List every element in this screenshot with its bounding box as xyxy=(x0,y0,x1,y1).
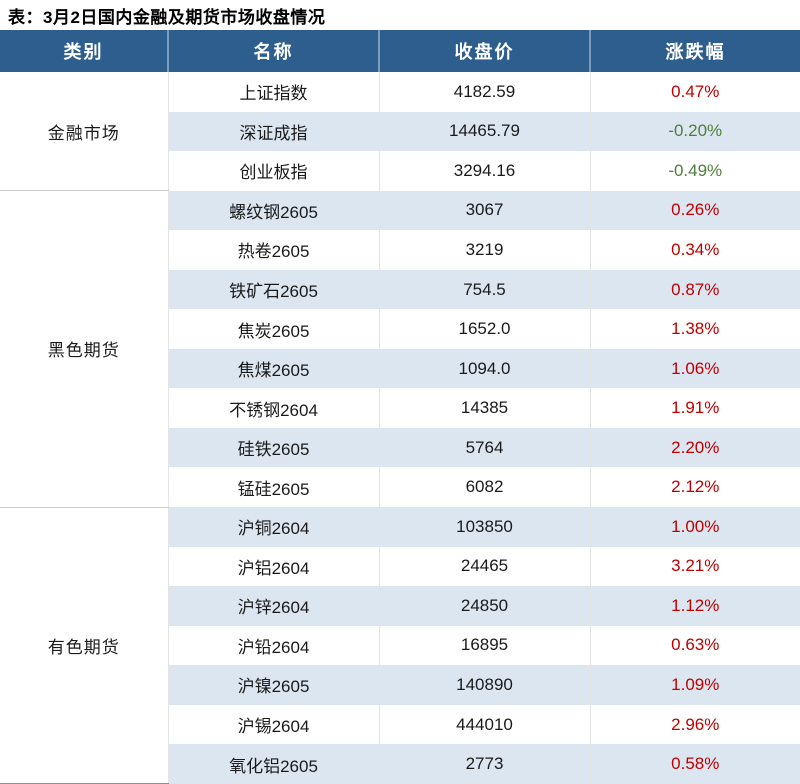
table-row: 热卷2605 3219 0.34% xyxy=(0,230,800,270)
table-row: 黑色期货 螺纹钢2605 3067 0.26% xyxy=(0,190,800,508)
change-cell: 1.12% xyxy=(589,586,800,626)
name-cell: 铁矿石2605 xyxy=(167,269,379,310)
category-cell: 黑色期货 xyxy=(0,190,168,508)
name-cell: 上证指数 xyxy=(167,72,379,112)
name-cell: 沪铜2604 xyxy=(167,507,379,547)
change-cell: 0.58% xyxy=(589,744,800,784)
close-cell: 14385 xyxy=(378,388,590,428)
name-cell: 沪锡2604 xyxy=(167,704,379,745)
header-cell-change: 涨跌幅 xyxy=(589,30,800,72)
table-row: 深证成指 14465.79 -0.20% xyxy=(0,111,800,152)
change-cell: 0.26% xyxy=(589,190,800,231)
table-row: 焦炭2605 1652.0 1.38% xyxy=(0,309,800,349)
table-row: 锰硅2605 6082 2.12% xyxy=(0,467,800,508)
change-cell: -0.20% xyxy=(589,111,800,152)
close-cell: 24465 xyxy=(378,546,590,587)
table-row: 沪锡2604 444010 2.96% xyxy=(0,704,800,745)
change-cell: 1.38% xyxy=(589,309,800,349)
close-cell: 5764 xyxy=(378,427,590,468)
change-cell: -0.49% xyxy=(589,151,800,191)
header-cell-name: 名称 xyxy=(167,30,379,72)
name-cell: 焦煤2605 xyxy=(167,348,379,389)
name-cell: 沪镍2605 xyxy=(167,665,379,705)
close-cell: 3067 xyxy=(378,190,590,231)
name-cell: 锰硅2605 xyxy=(167,467,379,508)
name-cell: 创业板指 xyxy=(167,151,379,191)
table-row: 沪镍2605 140890 1.09% xyxy=(0,665,800,705)
change-cell: 2.20% xyxy=(589,427,800,468)
name-cell: 热卷2605 xyxy=(167,230,379,270)
name-cell: 不锈钢2604 xyxy=(167,388,379,428)
change-cell: 0.47% xyxy=(589,72,800,112)
table-row: 沪锌2604 24850 1.12% xyxy=(0,586,800,626)
change-cell: 2.12% xyxy=(589,467,800,508)
name-cell: 氧化铝2605 xyxy=(167,744,379,784)
close-cell: 16895 xyxy=(378,625,590,666)
table-row: 焦煤2605 1094.0 1.06% xyxy=(0,348,800,389)
change-cell: 3.21% xyxy=(589,546,800,587)
market-table: 类别 名称 收盘价 涨跌幅 金融市场 上证指数 4182.59 0.47% 深证… xyxy=(0,30,800,784)
category-cell: 金融市场 xyxy=(0,72,168,192)
change-cell: 1.91% xyxy=(589,388,800,428)
close-cell: 2773 xyxy=(378,744,590,784)
close-cell: 4182.59 xyxy=(378,72,590,112)
table-row: 铁矿石2605 754.5 0.87% xyxy=(0,269,800,310)
change-cell: 2.96% xyxy=(589,704,800,745)
close-cell: 103850 xyxy=(378,507,590,547)
close-cell: 24850 xyxy=(378,586,590,626)
category-cell: 有色期货 xyxy=(0,507,168,784)
change-cell: 0.34% xyxy=(589,230,800,270)
header-cell-close: 收盘价 xyxy=(378,30,590,72)
header-cell-category: 类别 xyxy=(0,30,168,72)
name-cell: 沪铝2604 xyxy=(167,546,379,587)
table-row: 有色期货 沪铜2604 103850 1.00% xyxy=(0,507,800,784)
change-cell: 0.63% xyxy=(589,625,800,666)
table-row: 沪铅2604 16895 0.63% xyxy=(0,625,800,666)
table-row: 创业板指 3294.16 -0.49% xyxy=(0,151,800,191)
change-cell: 1.09% xyxy=(589,665,800,705)
header-row: 类别 名称 收盘价 涨跌幅 xyxy=(0,30,800,72)
change-cell: 1.00% xyxy=(589,507,800,547)
close-cell: 444010 xyxy=(378,704,590,745)
close-cell: 14465.79 xyxy=(378,111,590,152)
close-cell: 6082 xyxy=(378,467,590,508)
close-cell: 3219 xyxy=(378,230,590,270)
close-cell: 1094.0 xyxy=(378,348,590,389)
close-cell: 3294.16 xyxy=(378,151,590,191)
title-bar: 表：3月2日国内金融及期货市场收盘情况 xyxy=(0,0,800,30)
close-cell: 1652.0 xyxy=(378,309,590,349)
name-cell: 螺纹钢2605 xyxy=(167,190,379,231)
table-row: 金融市场 上证指数 4182.59 0.47% xyxy=(0,72,800,192)
table-row: 硅铁2605 5764 2.20% xyxy=(0,427,800,468)
name-cell: 焦炭2605 xyxy=(167,309,379,349)
close-cell: 140890 xyxy=(378,665,590,705)
name-cell: 沪铅2604 xyxy=(167,625,379,666)
change-cell: 1.06% xyxy=(589,348,800,389)
close-cell: 754.5 xyxy=(378,269,590,310)
table-row: 沪铝2604 24465 3.21% xyxy=(0,546,800,587)
name-cell: 沪锌2604 xyxy=(167,586,379,626)
table-row: 不锈钢2604 14385 1.91% xyxy=(0,388,800,428)
name-cell: 深证成指 xyxy=(167,111,379,152)
table-row: 氧化铝2605 2773 0.58% xyxy=(0,744,800,784)
change-cell: 0.87% xyxy=(589,269,800,310)
name-cell: 硅铁2605 xyxy=(167,427,379,468)
table-title: 表：3月2日国内金融及期货市场收盘情况 xyxy=(8,7,326,27)
